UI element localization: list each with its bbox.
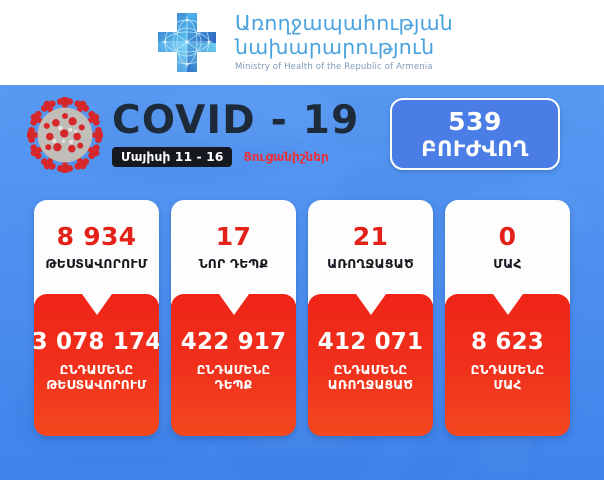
stat-card-testing: 8 934 ԹԵՍՏԱՎՈՐՈՒՄ 3 078 174 ԸՆԴԱՄԵՆԸ ԹԵՍ… xyxy=(34,200,159,436)
card-top-section: 8 934 ԹԵՍՏԱՎՈՐՈՒՄ xyxy=(34,200,159,304)
indicators-label: Ցուցանիշներ xyxy=(243,150,329,165)
daily-value: 0 xyxy=(498,222,517,251)
page-title: COVID - 19 xyxy=(112,98,360,143)
total-label-line2: ԱՌՈՂՋԱՑԱԾ xyxy=(327,378,414,392)
card-top-section: 21 ԱՌՈՂՋԱՑԱԾ xyxy=(308,200,433,304)
title-subrow: Մայիսի 11 - 16 Ցուցանիշներ xyxy=(112,147,359,168)
total-label: ԸՆԴԱՄԵՆԸ ԹԵՍՏԱՎՈՐՈՒՄ xyxy=(46,363,147,394)
total-label-line2: ԴԵՊՔ xyxy=(214,378,253,392)
card-notch xyxy=(218,294,249,315)
stat-cards-row: 8 934 ԹԵՍՏԱՎՈՐՈՒՄ 3 078 174 ԸՆԴԱՄԵՆԸ ԹԵՍ… xyxy=(0,200,604,436)
daily-label: ՆՈՐ ԴԵՊՔ xyxy=(198,256,269,271)
recovering-label: ԲՈՒԺՎՈՂ xyxy=(421,136,529,161)
total-value: 412 071 xyxy=(317,328,424,355)
stat-card-recovered: 21 ԱՌՈՂՋԱՑԱԾ 412 071 ԸՆԴԱՄԵՆԸ ԱՌՈՂՋԱՑԱԾ xyxy=(308,200,433,436)
daily-value: 21 xyxy=(352,222,389,251)
card-top-section: 0 ՄԱՀ xyxy=(445,200,570,304)
total-value: 3 078 174 xyxy=(34,328,159,355)
daily-label: ՄԱՀ xyxy=(493,256,522,271)
stat-card-deaths: 0 ՄԱՀ 8 623 ԸՆԴԱՄԵՆԸ ՄԱՀ xyxy=(445,200,570,436)
total-label: ԸՆԴԱՄԵՆԸ ԴԵՊՔ xyxy=(197,363,271,394)
card-bottom-section: 8 623 ԸՆԴԱՄԵՆԸ ՄԱՀ xyxy=(445,294,570,436)
daily-label: ԹԵՍՏԱՎՈՐՈՒՄ xyxy=(45,256,148,271)
recovering-highlight-box: 539 ԲՈՒԺՎՈՂ xyxy=(390,98,560,170)
recovering-value: 539 xyxy=(448,106,502,136)
card-notch xyxy=(492,294,523,315)
org-name-hy-line2: նախարարություն xyxy=(235,34,435,59)
card-bottom-section: 412 071 ԸՆԴԱՄԵՆԸ ԱՌՈՂՋԱՑԱԾ xyxy=(308,294,433,436)
total-value: 8 623 xyxy=(470,328,545,355)
total-value: 422 917 xyxy=(180,328,287,355)
daily-label: ԱՌՈՂՋԱՑԱԾ xyxy=(327,256,414,271)
card-bottom-section: 3 078 174 ԸՆԴԱՄԵՆԸ ԹԵՍՏԱՎՈՐՈՒՄ xyxy=(34,294,159,436)
total-label-line1: ԸՆԴԱՄԵՆԸ xyxy=(470,362,545,377)
coronavirus-icon xyxy=(27,97,103,173)
card-bottom-section: 422 917 ԸՆԴԱՄԵՆԸ ԴԵՊՔ xyxy=(171,294,296,436)
ministry-header: Առողջապահության նախարարություն Ministry … xyxy=(0,0,604,85)
total-label: ԸՆԴԱՄԵՆԸ ԱՌՈՂՋԱՑԱԾ xyxy=(328,363,413,394)
total-label: ԸՆԴԱՄԵՆԸ ՄԱՀ xyxy=(471,363,545,394)
daily-value: 8 934 xyxy=(56,222,137,251)
health-cross-network-logo-icon xyxy=(158,12,217,72)
total-label-line2: ՄԱՀ xyxy=(493,378,522,392)
ministry-name-block: Առողջապահության նախարարություն Ministry … xyxy=(235,13,453,72)
total-label-line2: ԹԵՍՏԱՎՈՐՈՒՄ xyxy=(46,378,147,392)
org-name-hy-line1: Առողջապահության xyxy=(235,11,453,36)
stat-card-new-cases: 17 ՆՈՐ ԴԵՊՔ 422 917 ԸՆԴԱՄԵՆԸ ԴԵՊՔ xyxy=(171,200,296,436)
daily-value: 17 xyxy=(215,222,252,251)
title-row: COVID - 19 Մայիսի 11 - 16 Ցուցանիշներ 53… xyxy=(0,85,604,180)
total-label-line1: ԸՆԴԱՄԵՆԸ xyxy=(196,362,271,377)
card-notch xyxy=(355,294,386,315)
card-top-section: 17 ՆՈՐ ԴԵՊՔ xyxy=(171,200,296,304)
total-label-line1: ԸՆԴԱՄԵՆԸ xyxy=(333,362,408,377)
org-name-en: Ministry of Health of the Republic of Ar… xyxy=(235,62,433,73)
covid-title-block: COVID - 19 Մայիսի 11 - 16 Ցուցանիշներ xyxy=(112,98,360,168)
ministry-logo xyxy=(151,8,223,78)
total-label-line1: ԸՆԴԱՄԵՆԸ xyxy=(59,362,134,377)
card-notch xyxy=(81,294,112,315)
date-range-badge: Մայիսի 11 - 16 xyxy=(112,147,233,168)
